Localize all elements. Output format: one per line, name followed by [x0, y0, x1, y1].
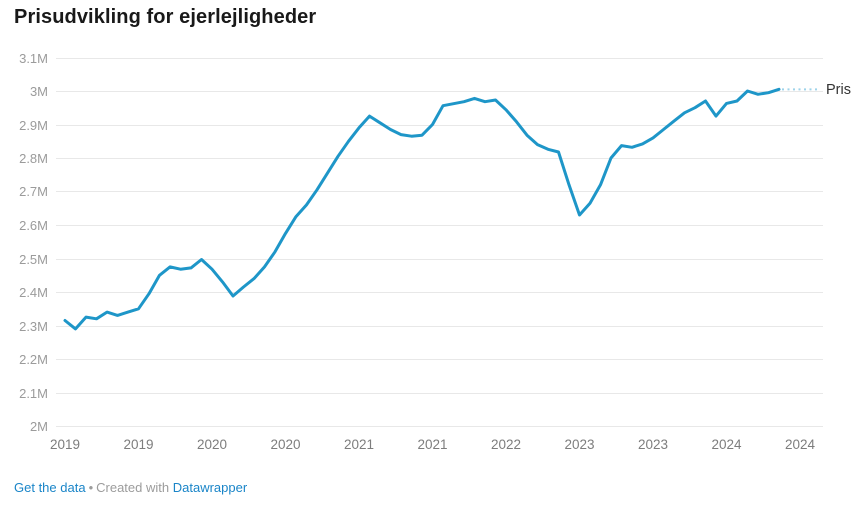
x-axis-label: 2023: [638, 437, 668, 452]
y-axis-label: 2.1M: [19, 386, 48, 401]
get-the-data-link[interactable]: Get the data: [14, 480, 86, 495]
datawrapper-link[interactable]: Datawrapper: [172, 480, 248, 495]
series-end-label: Pris: [826, 82, 851, 98]
x-axis-label: 2019: [123, 437, 153, 452]
y-axis-label: 2.8M: [19, 151, 48, 166]
y-axis-label: 3.1M: [19, 51, 48, 66]
y-axis-label: 2.9M: [19, 118, 48, 133]
y-axis-label: 2M: [30, 419, 48, 434]
y-axis-label: 2.3M: [19, 319, 48, 334]
x-axis-label: 2020: [197, 437, 227, 452]
x-axis-label: 2019: [50, 437, 80, 452]
x-axis-label: 2024: [711, 437, 742, 452]
chart-title: Prisudvikling for ejerlejligheder: [14, 6, 317, 28]
x-axis-label: 2021: [344, 437, 374, 452]
y-axis-label: 2.4M: [19, 285, 48, 300]
footer-separator: •: [88, 480, 94, 495]
y-axis-label: 2.7M: [19, 184, 48, 199]
price-line: [63, 87, 781, 331]
y-axis-label: 3M: [30, 84, 48, 99]
x-axis-label: 2020: [270, 437, 300, 452]
chart-footer: Get the data • Created with Datawrapper: [14, 480, 247, 495]
x-axis-label: 2022: [491, 437, 521, 452]
y-axis-label: 2.6M: [19, 218, 48, 233]
x-axis-label: 2023: [564, 437, 594, 452]
y-axis-label: 2.2M: [19, 352, 48, 367]
x-axis-label: 2024: [785, 437, 816, 452]
y-axis-label: 2.5M: [19, 252, 48, 267]
footer-created-with-label: Created with: [96, 480, 170, 495]
x-axis-label: 2021: [417, 437, 447, 452]
